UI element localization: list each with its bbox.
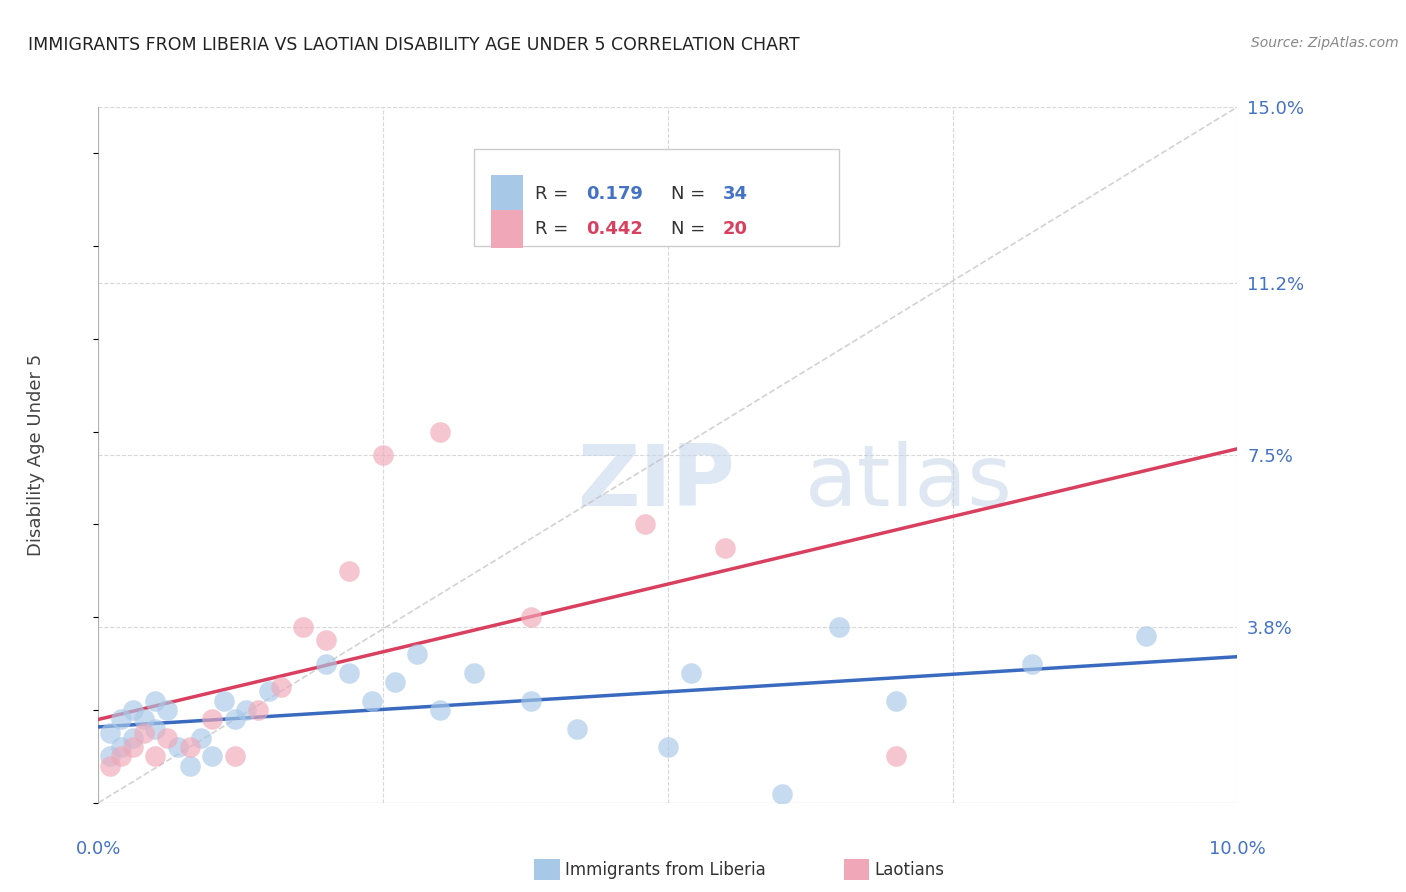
Point [259, 684, 281, 698]
Text: atlas: atlas [804, 442, 1012, 524]
Point [337, 564, 360, 578]
Point [634, 517, 657, 532]
Point [98, 758, 121, 772]
Point [224, 749, 246, 764]
Point [714, 541, 737, 555]
Point [770, 787, 793, 801]
Point [337, 665, 360, 680]
Point [110, 740, 132, 755]
Point [179, 758, 201, 772]
Point [98, 726, 121, 740]
Text: R =: R = [534, 185, 574, 203]
Point [657, 740, 679, 755]
Point [884, 749, 907, 764]
Point [179, 740, 201, 755]
Point [156, 731, 179, 745]
Point [121, 740, 143, 755]
Text: IMMIGRANTS FROM LIBERIA VS LAOTIAN DISABILITY AGE UNDER 5 CORRELATION CHART: IMMIGRANTS FROM LIBERIA VS LAOTIAN DISAB… [28, 36, 800, 54]
Point [132, 726, 155, 740]
Text: Disability Age Under 5: Disability Age Under 5 [27, 354, 45, 556]
Text: Immigrants from Liberia: Immigrants from Liberia [565, 861, 766, 879]
Point [292, 619, 315, 633]
Point [235, 703, 257, 717]
Point [270, 680, 292, 694]
FancyBboxPatch shape [474, 149, 839, 246]
Point [565, 722, 588, 736]
Point [110, 712, 132, 726]
Text: 20: 20 [723, 219, 748, 238]
Point [1021, 657, 1043, 671]
Text: Source: ZipAtlas.com: Source: ZipAtlas.com [1251, 36, 1399, 50]
Point [145, 694, 167, 708]
Text: 0.0%: 0.0% [76, 840, 121, 858]
Point [145, 722, 167, 736]
Text: 34: 34 [723, 185, 748, 203]
Point [121, 731, 143, 745]
Point [132, 712, 155, 726]
Point [373, 448, 395, 462]
Point [406, 648, 429, 662]
Point [520, 694, 543, 708]
Point [224, 712, 246, 726]
Point [167, 740, 190, 755]
Point [520, 610, 543, 624]
FancyBboxPatch shape [491, 210, 523, 248]
Point [384, 675, 406, 690]
Text: 0.179: 0.179 [586, 185, 643, 203]
Point [679, 665, 702, 680]
Text: N =: N = [671, 185, 711, 203]
Point [212, 694, 235, 708]
Text: Laotians: Laotians [875, 861, 945, 879]
FancyBboxPatch shape [491, 175, 523, 213]
Point [156, 703, 179, 717]
Text: R =: R = [534, 219, 574, 238]
Point [201, 712, 224, 726]
Point [315, 657, 337, 671]
Point [201, 749, 224, 764]
Text: 10.0%: 10.0% [1209, 840, 1265, 858]
Point [360, 694, 382, 708]
Point [1135, 629, 1157, 643]
Text: N =: N = [671, 219, 711, 238]
Text: 0.442: 0.442 [586, 219, 643, 238]
Text: ZIP: ZIP [576, 442, 734, 524]
Point [429, 425, 451, 439]
Point [463, 665, 485, 680]
Point [98, 749, 121, 764]
Point [145, 749, 167, 764]
Point [884, 694, 907, 708]
Point [110, 749, 132, 764]
Point [429, 703, 451, 717]
Point [121, 703, 143, 717]
Point [190, 731, 212, 745]
Point [246, 703, 269, 717]
Point [315, 633, 337, 648]
Point [828, 619, 851, 633]
